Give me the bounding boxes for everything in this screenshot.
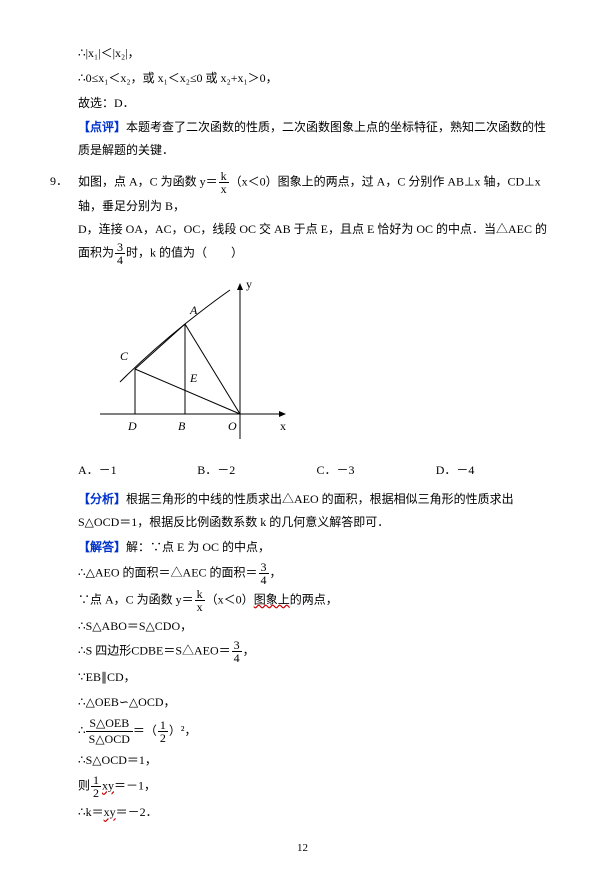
problem-text-d: 时，k 的值为（ ） bbox=[126, 245, 243, 259]
option-c: C．－3 bbox=[317, 459, 436, 482]
deriv-line-2: ∴0≤x₁＜x₂，或 x₁＜x₂≤0 或 x₂+x₁＞0， bbox=[50, 67, 555, 90]
solution-s1: ∴△AEO 的面积＝△AEC 的面积＝34， bbox=[50, 561, 555, 586]
solution-s6: ∴△OEB∽△OCD， bbox=[50, 691, 555, 714]
frac-s-ratio: S△OEBS△OCD bbox=[86, 716, 133, 747]
comment-text: 本题考查了二次函数的性质，二次函数图象上点的坐标特征，熟知二次函数的性质是解题的… bbox=[78, 120, 546, 157]
solution-s2: ∵点 A，C 为函数 y＝kx（x＜0）图象上的两点， bbox=[50, 588, 555, 613]
analysis-text: 根据三角形的中线的性质求出△AEO 的面积，根据相似三角形的性质求出 S△OCD… bbox=[78, 492, 514, 529]
figure-svg: y x O A C E B D bbox=[90, 274, 290, 444]
svg-text:C: C bbox=[120, 349, 129, 363]
solution-s3: ∴S△ABO＝S△CDO， bbox=[50, 615, 555, 638]
svg-text:E: E bbox=[189, 371, 198, 385]
solution-s4: ∴S 四边形CDBE＝S△AEO＝34， bbox=[50, 639, 555, 664]
frac-1-2-b: 12 bbox=[91, 774, 101, 799]
frac-k-x-b: kx bbox=[195, 588, 205, 613]
problem-9: 9． 如图，点 A，C 为函数 y＝kx（x＜0）图象上的两点，过 A，C 分别… bbox=[50, 170, 555, 266]
page-number: 12 bbox=[50, 838, 555, 859]
solution-s8: ∴S△OCD＝1， bbox=[50, 749, 555, 772]
frac-1-2: 12 bbox=[158, 719, 168, 744]
problem-number: 9． bbox=[50, 170, 78, 266]
svg-text:D: D bbox=[127, 419, 137, 433]
option-d: D．－4 bbox=[436, 459, 555, 482]
svg-text:A: A bbox=[189, 303, 198, 317]
comment-label: 【点评】 bbox=[78, 120, 126, 134]
svg-text:O: O bbox=[228, 419, 237, 433]
analysis-label: 【分析】 bbox=[78, 492, 126, 506]
solution-header: 【解答】解：∵点 E 为 OC 的中点， bbox=[50, 536, 555, 559]
solution-s9: 则12xy＝－1， bbox=[50, 774, 555, 799]
deriv-line-1: ∴|x₁|＜|x₂|， bbox=[50, 42, 555, 65]
options-row: A．－1 B．－2 C．－3 D．－4 bbox=[78, 459, 555, 482]
figure: y x O A C E B D bbox=[90, 274, 555, 452]
solution-s0: 解：∵点 E 为 OC 的中点， bbox=[126, 540, 270, 554]
solution-s5: ∵EB∥CD， bbox=[50, 666, 555, 689]
svg-text:y: y bbox=[246, 277, 252, 291]
solution-label: 【解答】 bbox=[78, 540, 126, 554]
problem-text-a: 如图，点 A，C 为函数 y＝ bbox=[78, 174, 218, 188]
svg-text:x: x bbox=[280, 419, 286, 433]
analysis-block: 【分析】根据三角形的中线的性质求出△AEO 的面积，根据相似三角形的性质求出 S… bbox=[50, 488, 555, 534]
frac-k-x: kx bbox=[219, 170, 229, 195]
solution-s10: ∴k＝xy＝－2． bbox=[50, 801, 555, 824]
option-a: A．－1 bbox=[78, 459, 197, 482]
solution-s7: ∴S△OEBS△OCD＝（12）²， bbox=[50, 716, 555, 747]
frac-3-4-c: 34 bbox=[232, 639, 242, 664]
problem-body: 如图，点 A，C 为函数 y＝kx（x＜0）图象上的两点，过 A，C 分别作 A… bbox=[78, 170, 555, 266]
answer-line: 故选：D． bbox=[50, 92, 555, 115]
frac-3-4-b: 34 bbox=[259, 561, 269, 586]
comment-block: 【点评】本题考查了二次函数的性质，二次函数图象上点的坐标特征，熟知二次函数的性质… bbox=[50, 116, 555, 162]
option-b: B．－2 bbox=[197, 459, 316, 482]
problem-text-c-row: D，连接 OA，AC，OC，线段 OC 交 AB 于点 E，且点 E 恰好为 O… bbox=[78, 218, 555, 266]
svg-text:B: B bbox=[178, 419, 186, 433]
frac-3-4: 34 bbox=[115, 241, 125, 266]
